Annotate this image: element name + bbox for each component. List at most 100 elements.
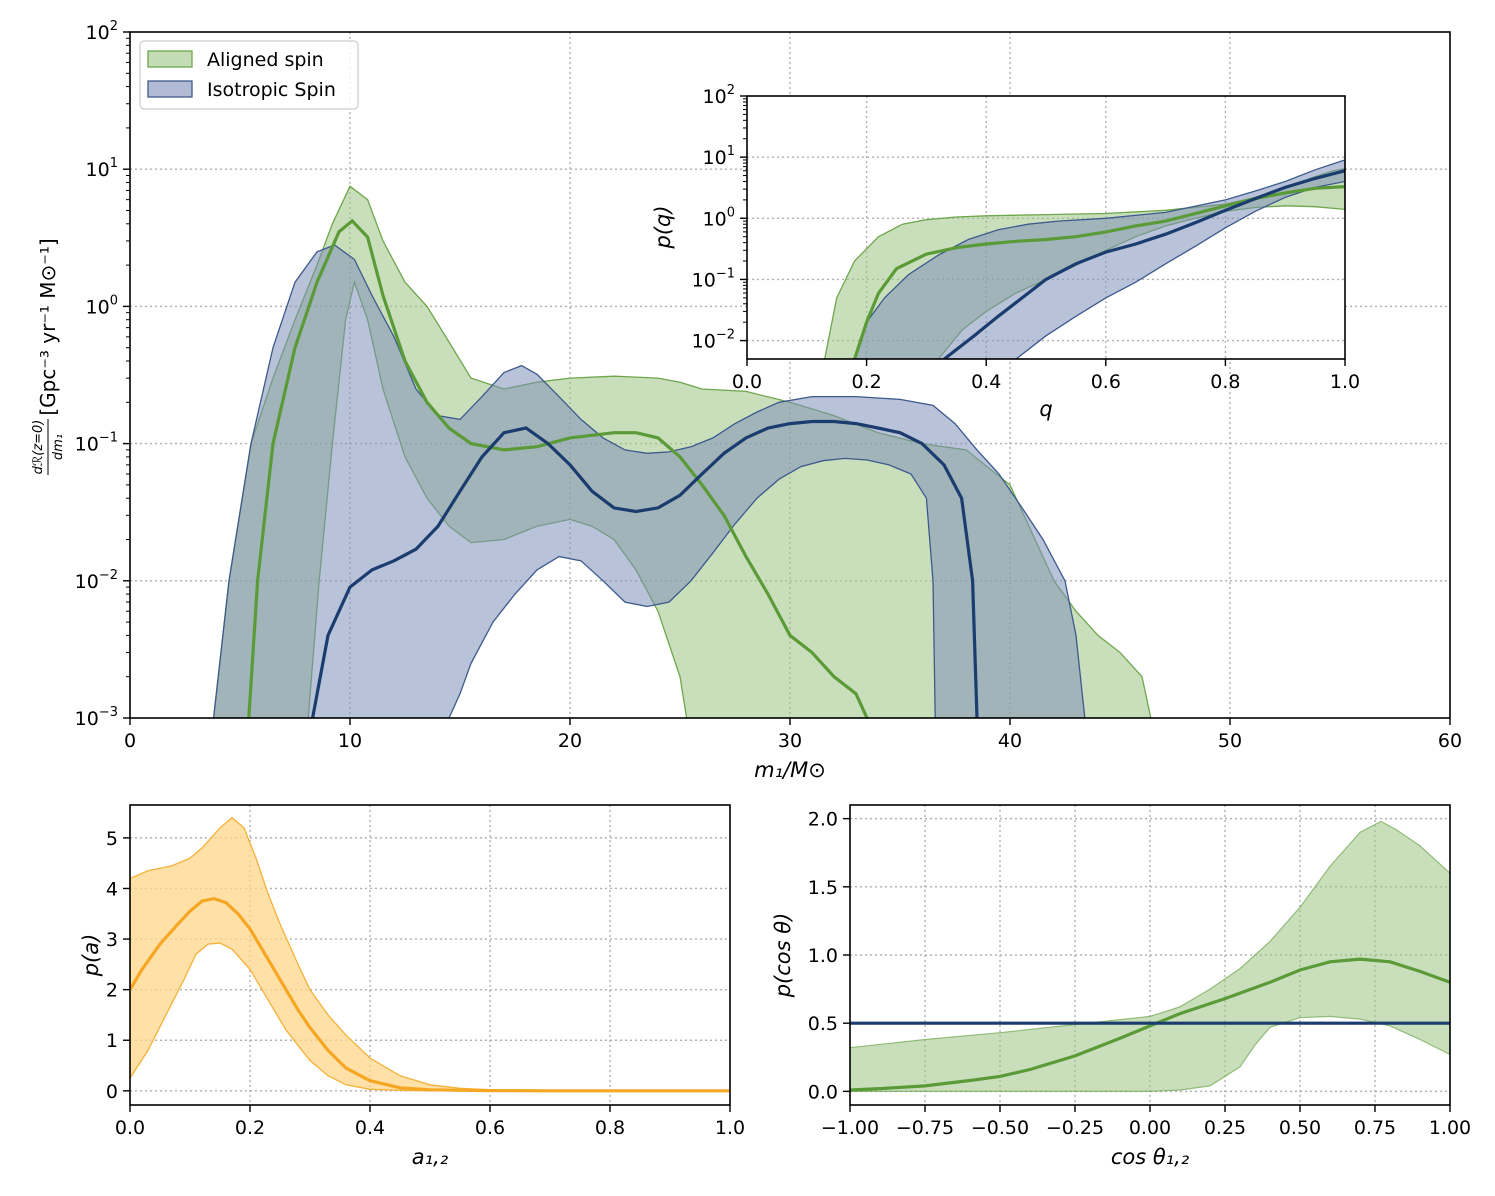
y-tick-base: 10	[692, 269, 716, 291]
x-tick-label: 1.0	[715, 1117, 745, 1139]
y-tick-exponent: −1	[99, 431, 118, 446]
spin-tilt-y-axis-label: p(cos θ)	[771, 913, 795, 999]
y-tick-label: 1.0	[808, 945, 838, 967]
spin-tilt-x-axis-label: cos θ₁,₂	[1111, 1145, 1190, 1169]
y-tick-label: 5	[106, 828, 118, 850]
x-tick-label: 0.4	[355, 1117, 385, 1139]
y-tick-label: 101	[86, 156, 118, 181]
x-tick-label: −0.25	[1046, 1117, 1104, 1139]
spin-magnitude-median	[130, 896, 730, 1093]
y-tick-exponent: −2	[99, 568, 118, 583]
y-tick-base: 10	[692, 331, 716, 353]
y-tick-label: 1.5	[808, 877, 838, 899]
q-x-axis-label: q	[1039, 397, 1052, 421]
x-tick-label: 0.6	[1091, 371, 1121, 393]
x-tick-label: −0.50	[971, 1117, 1029, 1139]
y-tick-label: 2.0	[808, 809, 838, 831]
y-tick-label: 2	[106, 980, 118, 1002]
legend-frame	[139, 40, 359, 110]
y-tick-exponent: −1	[716, 266, 735, 281]
mass-y-label-denominator: dm₁	[51, 434, 66, 460]
x-tick-label: 50	[1218, 730, 1242, 752]
y-tick-label: 1	[106, 1030, 118, 1052]
spin-magnitude-y-axis-label: p(a)	[79, 934, 103, 978]
y-tick-base: 10	[703, 208, 727, 230]
legend-isotropic-swatch	[147, 80, 193, 98]
y-tick-label: 101	[703, 144, 735, 169]
y-tick-base: 10	[86, 296, 110, 318]
x-tick-label: 0.4	[971, 371, 1001, 393]
spin-tilt-panel: −1.00 −0.75 −0.50 −0.25 0.00 0.25 0.50 0.75 1.00…	[771, 804, 1471, 1169]
x-tick-label: 1.0	[1330, 371, 1360, 393]
y-tick-exponent: 0	[727, 205, 735, 220]
spin-magnitude-plot-area	[130, 816, 730, 1093]
mass-plot-area	[212, 185, 1152, 718]
y-tick-label: 4	[106, 878, 118, 900]
mass-y-label-numerator: dℛ(z=0)	[31, 420, 46, 475]
x-tick-label: 0.00	[1129, 1117, 1171, 1139]
y-tick-label: 10−1	[75, 431, 118, 456]
q-y-axis-label: p(q)	[651, 205, 675, 249]
aligned-spin-tilt-median	[850, 957, 1450, 1092]
q-x-ticks: 0.0 0.2 0.4 0.6 0.8 1.0	[732, 359, 1360, 393]
isotropic-spin-mass-median	[311, 419, 979, 718]
spin-magnitude-y-ticks: 0 1 2 3 4 5	[106, 828, 130, 1103]
legend-aligned-swatch	[147, 50, 193, 68]
y-tick-label: 102	[86, 19, 118, 44]
spin-tilt-x-ticks: −1.00 −0.75 −0.50 −0.25 0.00 0.25 0.50 0.75 1.00	[821, 1105, 1471, 1139]
legend-isotropic-label: Isotropic Spin	[207, 79, 336, 101]
y-tick-exponent: −2	[716, 328, 735, 343]
x-tick-label: 0	[124, 730, 136, 752]
mass-y-axis-label: dℛ(z=0) dm₁ [Gpc⁻³ yr⁻¹ M⊙⁻¹]	[31, 238, 66, 475]
x-tick-label: 0.2	[235, 1117, 265, 1139]
x-tick-label: −0.75	[896, 1117, 954, 1139]
spin-magnitude-x-axis-label: a₁,₂	[412, 1145, 449, 1169]
x-tick-label: 0.75	[1354, 1117, 1396, 1139]
x-tick-label: 0.0	[732, 371, 762, 393]
spin-magnitude-axes-frame	[129, 804, 731, 1106]
mass-x-axis-label: m₁/M⊙	[754, 758, 826, 782]
isotropic-spin-q-median	[943, 169, 1345, 359]
y-tick-base: 10	[75, 708, 99, 730]
mass-y-label-units: [Gpc⁻³ yr⁻¹ M⊙⁻¹]	[36, 238, 60, 415]
y-tick-base: 10	[75, 571, 99, 593]
y-tick-label: 100	[703, 205, 735, 230]
y-tick-exponent: 1	[110, 156, 118, 171]
y-tick-label: 10−1	[692, 266, 735, 291]
y-tick-label: 102	[703, 83, 735, 108]
spin-tilt-y-ticks: 0.0 0.5 1.0 1.5 2.0	[808, 809, 850, 1103]
x-tick-label: 0.25	[1204, 1117, 1246, 1139]
y-tick-label: 100	[86, 293, 118, 318]
y-tick-exponent: 1	[727, 144, 735, 159]
x-tick-label: 20	[558, 730, 582, 752]
legend: Aligned spin Isotropic Spin	[139, 40, 359, 110]
x-tick-label: 30	[778, 730, 802, 752]
y-tick-exponent: −3	[99, 705, 118, 720]
x-tick-label: −1.00	[821, 1117, 879, 1139]
x-tick-label: 40	[998, 730, 1022, 752]
y-tick-label: 10−2	[692, 328, 735, 353]
x-tick-label: 0.0	[115, 1117, 145, 1139]
y-tick-base: 10	[75, 434, 99, 456]
mass-x-ticks: 0 10 20 30 40 50 60	[124, 718, 1462, 752]
y-tick-exponent: 2	[110, 19, 118, 34]
y-tick-base: 10	[86, 22, 110, 44]
spin-magnitude-panel: 0.0 0.2 0.4 0.6 0.8 1.0 0 1 2 3 4 5 a₁,₂ p(a)	[79, 804, 745, 1169]
x-tick-label: 0.2	[851, 371, 881, 393]
x-tick-label: 10	[338, 730, 362, 752]
x-tick-label: 0.50	[1279, 1117, 1321, 1139]
y-tick-exponent: 0	[110, 293, 118, 308]
spin-magnitude-x-ticks: 0.0 0.2 0.4 0.6 0.8 1.0	[115, 1105, 745, 1139]
aligned-spin-mass-median	[247, 218, 869, 718]
x-tick-label: 60	[1438, 730, 1462, 752]
y-tick-label: 3	[106, 929, 118, 951]
y-tick-base: 10	[86, 159, 110, 181]
x-tick-label: 0.6	[475, 1117, 505, 1139]
y-tick-label: 10−3	[75, 705, 118, 730]
y-tick-label: 0	[106, 1081, 118, 1103]
y-tick-base: 10	[703, 86, 727, 108]
